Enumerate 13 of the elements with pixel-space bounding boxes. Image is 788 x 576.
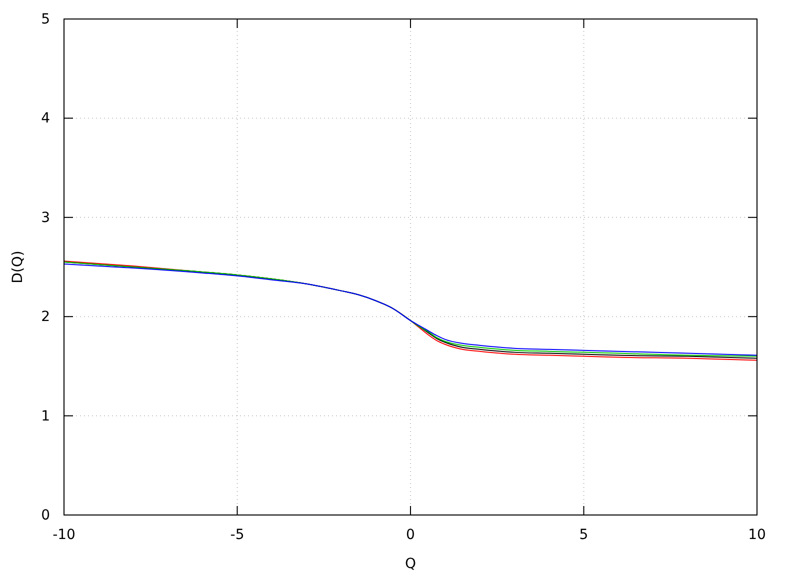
y-tick-label: 5 <box>41 11 50 28</box>
y-tick-label: 4 <box>41 110 50 127</box>
x-tick-label: 0 <box>406 526 415 543</box>
x-tick-label: -5 <box>230 526 244 543</box>
y-tick-label: 0 <box>41 507 50 524</box>
x-tick-label: -10 <box>52 526 76 543</box>
x-axis-title: Q <box>404 556 416 572</box>
y-tick-label: 2 <box>41 309 50 326</box>
y-tick-label: 3 <box>41 210 50 226</box>
x-tick-label: 5 <box>579 526 588 543</box>
y-tick-label: 1 <box>41 408 50 424</box>
x-tick-label: 10 <box>748 526 766 543</box>
y-axis-title: D(Q) <box>10 250 26 284</box>
